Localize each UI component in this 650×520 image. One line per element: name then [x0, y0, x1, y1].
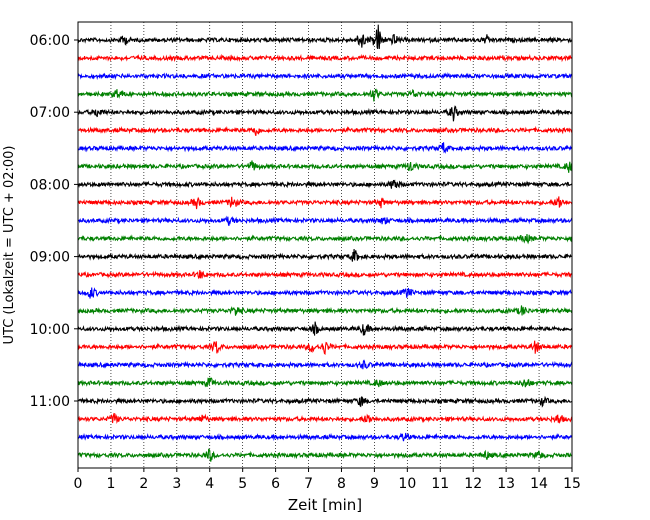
x-tick-label-1: 1: [106, 476, 115, 492]
trace-0845: [77, 233, 573, 245]
trace-0815: [77, 196, 573, 210]
y-tick-label-1000: 10:00: [30, 322, 70, 338]
x-tick-label-8: 8: [337, 476, 346, 492]
x-tick-label-12: 12: [464, 476, 482, 492]
trace-1045: [77, 377, 573, 388]
y-tick-label-1100: 11:00: [30, 394, 70, 410]
x-tick-label-0: 0: [74, 476, 83, 492]
y-tick-label-0700: 07:00: [30, 105, 70, 121]
trace-1000: [77, 321, 573, 336]
x-tick-label-9: 9: [370, 476, 379, 492]
trace-0900: [77, 249, 573, 262]
trace-0615: [77, 53, 573, 63]
trace-0745: [77, 160, 573, 173]
trace-0600: [77, 24, 573, 50]
x-tick-label-5: 5: [238, 476, 247, 492]
x-axis-ticks: 0 1 2 3 4 5 6 7 8 9 10 11 12 13 14 15: [74, 468, 581, 492]
trace-0630: [77, 71, 573, 81]
y-axis-label: UTC (Lokalzeit = UTC + 02:00): [2, 146, 17, 345]
trace-1130: [77, 432, 573, 442]
x-tick-label-7: 7: [304, 476, 313, 492]
trace-0930: [77, 287, 573, 299]
trace-0700: [77, 105, 573, 122]
seismic-traces: [77, 24, 573, 462]
trace-0945: [77, 305, 573, 316]
trace-0915: [77, 270, 573, 280]
grid-lines: [110, 22, 540, 468]
x-tick-label-4: 4: [205, 476, 214, 492]
x-tick-label-6: 6: [271, 476, 280, 492]
plot-frame: [77, 21, 573, 469]
x-axis-label: Zeit [min]: [288, 496, 362, 514]
trace-0645: [77, 88, 573, 102]
trace-1030: [77, 359, 573, 370]
x-tick-label-2: 2: [139, 476, 148, 492]
y-tick-label-0600: 06:00: [30, 33, 70, 49]
trace-1115: [77, 412, 573, 424]
y-axis-ticks: 06:00 07:00 08:00 09:00 10:00 11:00: [30, 33, 78, 410]
trace-1015: [77, 340, 573, 355]
x-tick-label-13: 13: [497, 476, 515, 492]
x-tick-label-14: 14: [530, 476, 548, 492]
trace-0800: [77, 179, 573, 189]
trace-0730: [77, 142, 573, 154]
trace-1100: [77, 395, 573, 408]
x-tick-label-3: 3: [172, 476, 181, 492]
trace-1145: [77, 448, 573, 462]
x-tick-label-11: 11: [431, 476, 449, 492]
y-tick-label-0800: 08:00: [30, 177, 70, 193]
x-tick-label-15: 15: [563, 476, 581, 492]
trace-0830: [77, 215, 573, 227]
y-tick-label-0900: 09:00: [30, 250, 70, 266]
trace-0715: [77, 125, 573, 137]
x-tick-label-10: 10: [398, 476, 416, 492]
